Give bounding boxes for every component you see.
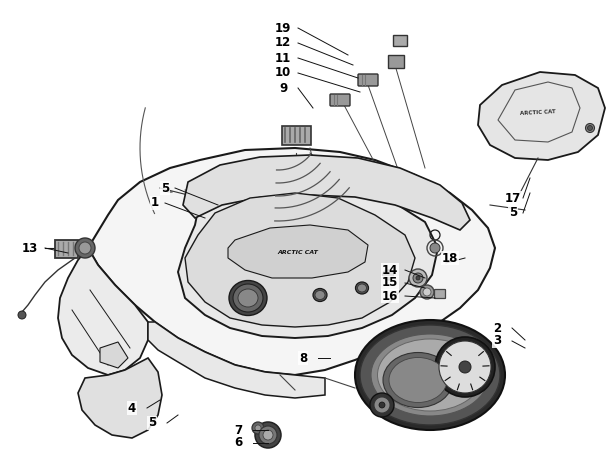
Circle shape: [255, 422, 281, 448]
Text: 7: 7: [234, 424, 242, 437]
Ellipse shape: [233, 284, 263, 312]
Polygon shape: [78, 358, 162, 438]
Circle shape: [370, 393, 394, 417]
Text: 4: 4: [128, 401, 136, 415]
Polygon shape: [183, 155, 470, 230]
Circle shape: [79, 242, 91, 254]
Text: 12: 12: [275, 37, 291, 49]
Ellipse shape: [229, 281, 267, 315]
Circle shape: [439, 341, 491, 393]
Polygon shape: [100, 342, 128, 368]
Ellipse shape: [355, 320, 505, 430]
Text: 1: 1: [151, 197, 159, 209]
Text: 11: 11: [275, 51, 291, 65]
Circle shape: [374, 397, 390, 413]
Circle shape: [588, 125, 592, 131]
Ellipse shape: [360, 325, 500, 425]
FancyBboxPatch shape: [392, 35, 406, 46]
Polygon shape: [178, 178, 438, 338]
Circle shape: [255, 425, 261, 431]
Text: 9: 9: [279, 82, 287, 95]
Text: 5: 5: [148, 417, 156, 429]
Ellipse shape: [356, 282, 368, 294]
Circle shape: [435, 337, 495, 397]
Circle shape: [459, 361, 471, 373]
Text: 16: 16: [382, 289, 398, 303]
Circle shape: [252, 422, 264, 434]
FancyBboxPatch shape: [435, 289, 446, 298]
Text: 17: 17: [505, 191, 521, 205]
Text: 18: 18: [442, 251, 458, 265]
FancyBboxPatch shape: [330, 94, 350, 106]
Text: 6: 6: [234, 437, 242, 449]
Circle shape: [263, 430, 273, 440]
Circle shape: [423, 288, 431, 296]
Circle shape: [379, 402, 385, 408]
Circle shape: [75, 238, 95, 258]
Polygon shape: [185, 193, 415, 327]
Ellipse shape: [382, 270, 394, 280]
Circle shape: [430, 243, 440, 253]
FancyBboxPatch shape: [387, 55, 403, 67]
Polygon shape: [228, 225, 368, 278]
Text: 19: 19: [275, 21, 291, 35]
Polygon shape: [88, 148, 495, 375]
Text: 8: 8: [299, 352, 307, 364]
Circle shape: [409, 269, 427, 287]
Polygon shape: [478, 72, 605, 160]
Text: 3: 3: [493, 334, 501, 348]
Text: 15: 15: [382, 276, 398, 289]
Ellipse shape: [383, 352, 453, 408]
Ellipse shape: [357, 284, 367, 292]
Ellipse shape: [378, 339, 482, 411]
Ellipse shape: [389, 358, 447, 402]
Circle shape: [586, 124, 594, 133]
Polygon shape: [58, 248, 148, 375]
Polygon shape: [148, 322, 325, 398]
Ellipse shape: [315, 291, 325, 300]
FancyBboxPatch shape: [282, 125, 310, 144]
Circle shape: [416, 276, 420, 280]
Ellipse shape: [313, 288, 327, 302]
FancyBboxPatch shape: [358, 74, 378, 86]
Circle shape: [259, 426, 277, 444]
Text: 13: 13: [22, 241, 38, 255]
Ellipse shape: [371, 334, 489, 416]
Circle shape: [420, 285, 434, 299]
Text: 5: 5: [161, 181, 169, 194]
Text: 2: 2: [493, 322, 501, 334]
Text: 14: 14: [382, 264, 398, 276]
Text: ARCTIC CAT: ARCTIC CAT: [278, 249, 318, 255]
Circle shape: [18, 311, 26, 319]
Ellipse shape: [238, 289, 258, 307]
Text: ARCTIC CAT: ARCTIC CAT: [520, 110, 556, 116]
Circle shape: [413, 273, 423, 283]
Text: 5: 5: [509, 207, 517, 219]
Text: 10: 10: [275, 66, 291, 79]
FancyBboxPatch shape: [54, 239, 78, 257]
